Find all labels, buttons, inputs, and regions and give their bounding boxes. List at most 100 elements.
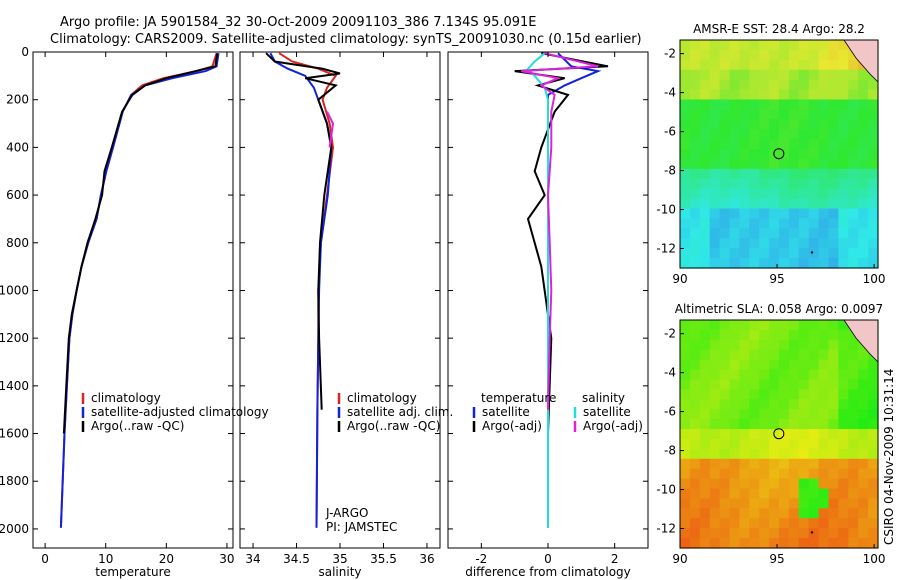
heatmap-cell — [709, 419, 721, 430]
heatmap-cell — [808, 258, 820, 269]
heatmap-cell — [828, 258, 839, 269]
heatmap-cell — [680, 429, 691, 440]
figure-footer: CSIRO 04-Nov-2009 10:31:14 — [882, 369, 896, 545]
heatmap-cell — [798, 198, 810, 210]
heatmap-cell — [808, 238, 820, 249]
legend-entry: climatology — [347, 391, 417, 405]
x-tick-label: -2 — [475, 552, 487, 566]
heatmap-cell — [769, 478, 780, 490]
heatmap-cell — [818, 538, 830, 549]
heatmap-cell — [818, 49, 830, 61]
heatmap-cell — [858, 438, 869, 450]
float-pi-label: PI: JAMSTEC — [326, 520, 397, 534]
heatmap-cell — [739, 218, 750, 229]
heatmap-cell — [858, 399, 869, 410]
heatmap-cell — [719, 49, 731, 61]
heatmap-cell — [680, 139, 691, 150]
heatmap-cell — [699, 438, 711, 450]
heatmap-cell — [788, 478, 800, 490]
heatmap-cell — [680, 448, 691, 460]
heatmap-cell — [868, 518, 879, 529]
heatmap-cell — [739, 458, 750, 470]
heatmap-cell — [858, 359, 869, 371]
heatmap-cell — [848, 89, 859, 101]
heatmap-cell — [759, 158, 770, 170]
heatmap-cell — [719, 109, 731, 120]
heatmap-cell — [838, 109, 849, 120]
x-tick-label: 20 — [159, 552, 174, 566]
map-frame — [679, 39, 879, 269]
heatmap-cell — [808, 538, 820, 549]
heatmap-cell — [828, 89, 839, 101]
heatmap-cell — [709, 89, 721, 101]
heatmap-cell — [858, 79, 869, 91]
heatmap-cell — [709, 119, 721, 130]
heatmap-cell — [680, 498, 691, 509]
heatmap-cell — [689, 508, 701, 519]
heatmap-cell — [689, 119, 701, 130]
heatmap-cell — [680, 359, 691, 371]
map-frame — [679, 319, 879, 549]
heatmap-cell — [858, 168, 869, 180]
heatmap-cell — [729, 329, 740, 341]
heatmap-cell — [858, 99, 869, 110]
heatmap-cell — [868, 359, 879, 371]
heatmap-cell — [709, 329, 721, 341]
heatmap-cell — [769, 238, 780, 249]
heatmap-cell — [749, 458, 760, 470]
heatmap-cell — [868, 149, 879, 160]
heatmap-cell — [798, 538, 810, 549]
heatmap-cell — [739, 109, 750, 120]
heatmap-cell — [739, 89, 750, 101]
heatmap-cell — [739, 399, 750, 410]
heatmap-cell — [788, 399, 800, 410]
heatmap-cell — [729, 228, 740, 239]
heatmap-cell — [729, 218, 740, 229]
heatmap-cell — [808, 468, 820, 480]
heatmap-cell — [818, 69, 830, 81]
heatmap-cell — [798, 448, 810, 460]
heatmap-cell — [689, 258, 701, 269]
x-tick-label: 36 — [419, 552, 434, 566]
heatmap-cell — [868, 188, 879, 200]
heatmap-cell — [739, 488, 750, 500]
heatmap-cell — [808, 399, 820, 410]
heatmap-cell — [689, 218, 701, 229]
heatmap-cell — [838, 198, 849, 210]
heatmap-cell — [689, 409, 701, 420]
heatmap-cell — [719, 429, 731, 440]
heatmap-cell — [828, 99, 839, 110]
heatmap-cell — [808, 129, 820, 140]
heatmap-cell — [779, 448, 790, 460]
heatmap-cell — [798, 518, 810, 529]
heatmap-cell — [838, 139, 849, 150]
heatmap-cell — [798, 258, 810, 269]
heatmap-cell — [818, 40, 830, 51]
heatmap-cell — [759, 320, 770, 331]
heatmap-cell — [858, 488, 869, 500]
heatmap-cell — [858, 458, 869, 470]
heatmap-cell — [729, 448, 740, 460]
plot-frame — [239, 51, 441, 549]
heatmap-cell — [808, 119, 820, 130]
heatmap-cell — [749, 149, 760, 160]
heatmap-cell — [858, 528, 869, 539]
heatmap-cell — [828, 528, 839, 539]
heatmap-cell — [828, 139, 839, 150]
heatmap-cell — [709, 198, 721, 210]
salinity-panel: 34 34.5 35 35.5 36 salinity climatologysatelli… — [239, 51, 453, 579]
series-line-climatology — [59, 52, 218, 528]
heatmap-cell — [808, 168, 820, 180]
heatmap-cell — [759, 188, 770, 200]
heatmap-cell — [759, 528, 770, 539]
y-tick-label: 2000 — [0, 522, 29, 536]
heatmap-cell — [699, 99, 711, 110]
heatmap-cell — [838, 419, 849, 430]
heatmap-cell — [808, 188, 820, 200]
x-tick-label: 10 — [98, 552, 113, 566]
heatmap-cell — [779, 349, 790, 361]
heatmap-cell — [759, 178, 770, 190]
heatmap-cell — [739, 129, 750, 140]
x-tick-label: 30 — [219, 552, 234, 566]
heatmap-cell — [729, 508, 740, 519]
